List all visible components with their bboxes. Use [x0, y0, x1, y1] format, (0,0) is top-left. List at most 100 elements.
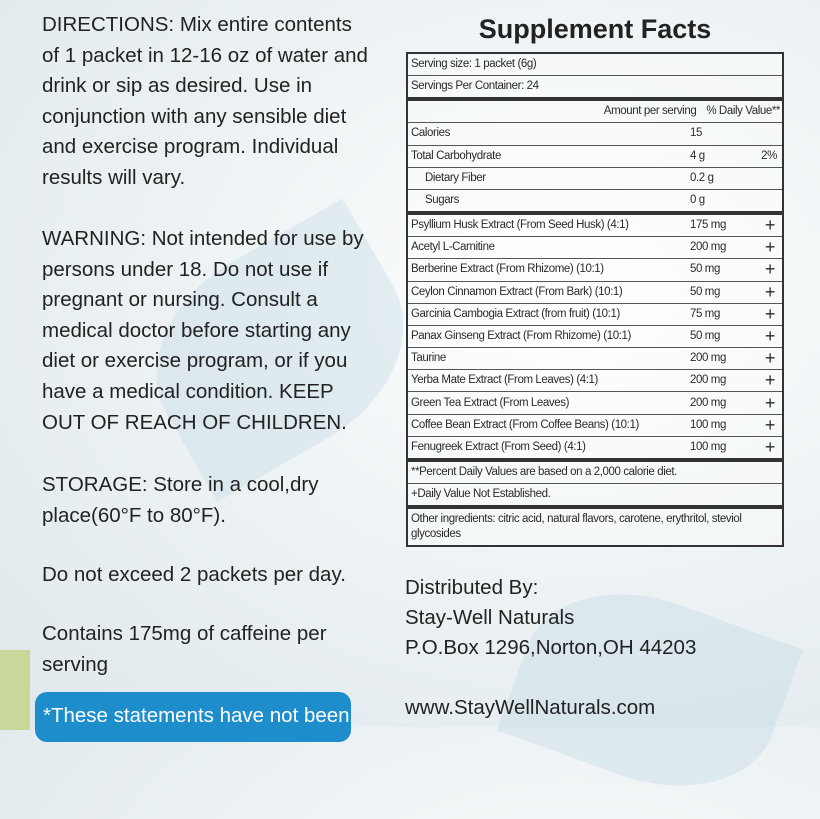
distributor-address: P.O.Box 1296,Norton,OH 44203	[405, 636, 697, 659]
ingredient-amount: 100 mg	[690, 440, 726, 453]
ingredient-row: Panax Ginseng Extract (From Rhizome) (10…	[408, 325, 782, 349]
nutrient-daily-value: 2%	[761, 149, 777, 162]
text-line: OUT OF REACH OF CHILDREN.	[42, 410, 347, 434]
disclaimer-box: *These statements have not been	[35, 692, 351, 742]
supplement-facts-title: Supplement Facts	[478, 14, 712, 44]
ingredient-amount: 175 mg	[690, 219, 726, 232]
serving-size: Serving size: 1 packet (6g)	[411, 58, 537, 70]
ingredient-row: Taurine 200 mg +	[408, 348, 782, 371]
text-line: place(60°F to 80°F).	[42, 503, 226, 527]
ingredient-name: Panax Ginseng Extract (From Rhizome) (10…	[411, 329, 631, 342]
ingredient-daily-value: +	[764, 325, 776, 346]
ingredient-name: Psyllium Husk Extract (From Seed Husk) (…	[411, 219, 629, 232]
ingredient-name: Garcinia Cambogia Extract (from fruit) (…	[411, 307, 620, 320]
nutrient-rows: Calories 15 Total Carbohydrate 4 g 2% Dietary…	[408, 123, 782, 215]
ingredient-daily-value: +	[764, 414, 776, 435]
ingredient-amount: 50 mg	[690, 285, 720, 298]
text-line: STORAGE: Store in a cool,dry	[42, 473, 319, 496]
ingredient-name: Yerba Mate Extract (From Leaves) (4:1)	[411, 374, 598, 387]
nutrient-amount: 15	[690, 127, 702, 140]
ingredient-row: Fenugreek Extract (From Seed) (4:1) 100 m…	[408, 437, 782, 462]
directions-text: DIRECTIONS: Mix entire contents of 1 pac…	[42, 10, 368, 194]
supplement-facts-table: Serving size: 1 packet (6g) Servings Per…	[406, 52, 784, 547]
nutrient-name: Calories	[411, 127, 450, 140]
ingredient-daily-value: +	[764, 215, 776, 236]
footnote-dagger: +Daily Value Not Established.	[411, 488, 551, 500]
ingredient-daily-value: +	[764, 348, 776, 369]
ingredient-name: Acetyl L-Carnitine	[411, 241, 495, 254]
other-ingredients-row: Other ingredients: citric acid, natural …	[408, 509, 782, 545]
nutrient-amount: 0.2 g	[690, 171, 714, 184]
text-line: Do not exceed 2 packets per day.	[42, 563, 346, 586]
ingredient-amount: 100 mg	[690, 418, 726, 431]
nutrient-row: Calories 15	[408, 123, 782, 146]
storage-text: STORAGE: Store in a cool,dry place(60°F …	[42, 470, 318, 531]
background-leaf	[497, 560, 803, 819]
ingredient-row: Acetyl L-Carnitine 200 mg +	[408, 237, 782, 260]
disclaimer-text: *These statements have not been	[43, 704, 350, 727]
ingredient-daily-value: +	[764, 436, 776, 457]
ingredient-row: Psyllium Husk Extract (From Seed Husk) (…	[408, 215, 782, 238]
text-line: and exercise program. Individual	[42, 135, 339, 159]
nutrient-row: Dietary Fiber 0.2 g	[408, 168, 782, 190]
ingredient-name: Fenugreek Extract (From Seed) (4:1)	[411, 440, 586, 453]
ingredient-row: Green Tea Extract (From Leaves) 200 mg +	[408, 392, 782, 415]
col-amount: Amount per serving	[603, 105, 697, 118]
dagger-row: +Daily Value Not Established.	[408, 484, 782, 509]
text-line: have a medical condition. KEEP	[42, 379, 334, 403]
ingredient-row: Ceylon Cinnamon Extract (From Bark) (10:…	[408, 282, 782, 304]
text-line: drink or sip as desired. Use in	[42, 74, 313, 98]
text-line: results will vary.	[42, 165, 186, 189]
ingredient-amount: 200 mg	[690, 352, 726, 365]
servings-per-container: Servings Per Container: 24	[411, 80, 539, 93]
text-line: serving	[42, 652, 109, 676]
nutrient-row: Sugars 0 g	[408, 190, 782, 215]
ingredient-daily-value: +	[764, 281, 776, 302]
nutrient-name: Total Carbohydrate	[411, 149, 501, 162]
ingredient-amount: 50 mg	[690, 329, 720, 342]
col-dv: % Daily Value**	[706, 105, 780, 118]
ingredient-daily-value: +	[764, 303, 776, 324]
warning-text: WARNING: Not intended for use by persons…	[42, 224, 364, 438]
ingredient-amount: 75 mg	[690, 307, 720, 320]
distributed-by-label: Distributed By:	[405, 576, 539, 599]
ingredient-name: Berberine Extract (From Rhizome) (10:1)	[411, 263, 604, 276]
text-line: DIRECTIONS: Mix entire contents	[42, 13, 352, 36]
ingredient-name: Green Tea Extract (From Leaves)	[411, 396, 570, 409]
ingredient-row: Yerba Mate Extract (From Leaves) (4:1) 20…	[408, 370, 782, 393]
ingredient-row: Berberine Extract (From Rhizome) (10:1) 5…	[408, 259, 782, 282]
nutrient-amount: 0 g	[690, 193, 705, 206]
ingredient-amount: 50 mg	[690, 263, 720, 276]
servings-row: Servings Per Container: 24	[408, 76, 782, 102]
text-line: WARNING: Not intended for use by	[42, 227, 364, 250]
background-leaf	[0, 650, 30, 730]
text-line: Contains 175mg of caffeine per	[42, 622, 327, 645]
nutrient-amount: 4 g	[690, 149, 705, 162]
text-line: conjunction with any sensible diet	[42, 104, 347, 128]
text-line: medical doctor before starting any	[42, 318, 351, 342]
ingredient-amount: 200 mg	[690, 374, 726, 387]
text-line: of 1 packet in 12-16 oz of water and	[42, 43, 368, 67]
ingredient-row: Garcinia Cambogia Extract (from fruit) (…	[408, 304, 782, 326]
ingredient-name: Taurine	[411, 352, 446, 365]
text-line: persons under 18. Do not use if	[42, 257, 329, 281]
ingredient-rows: Psyllium Husk Extract (From Seed Husk) (…	[408, 215, 782, 462]
ingredient-name: Ceylon Cinnamon Extract (From Bark) (10:…	[411, 285, 623, 298]
website-link[interactable]: www.StayWellNaturals.com	[405, 696, 656, 719]
ingredient-daily-value: +	[764, 392, 776, 413]
other-ingredients: Other ingredients: citric acid, natural …	[411, 513, 742, 540]
ingredient-amount: 200 mg	[690, 396, 726, 409]
nutrient-row: Total Carbohydrate 4 g 2%	[408, 146, 782, 168]
nutrient-name: Sugars	[425, 193, 460, 206]
distributor-name: Stay-Well Naturals	[405, 606, 575, 629]
header-row: Amount per serving % Daily Value**	[408, 101, 782, 124]
ingredient-row: Coffee Bean Extract (From Coffee Beans) …	[408, 415, 782, 437]
ingredient-daily-value: +	[764, 237, 776, 258]
footnote-row: **Percent Daily Values are based on a 2,…	[408, 462, 782, 484]
ingredient-daily-value: +	[764, 370, 776, 391]
limit-text: Do not exceed 2 packets per day.	[42, 560, 346, 591]
text-line: pregnant or nursing. Consult a	[42, 288, 318, 312]
footnote-dv: **Percent Daily Values are based on a 2,…	[411, 465, 677, 478]
nutrient-name: Dietary Fiber	[425, 171, 486, 184]
caffeine-text: Contains 175mg of caffeine per serving	[42, 619, 327, 680]
